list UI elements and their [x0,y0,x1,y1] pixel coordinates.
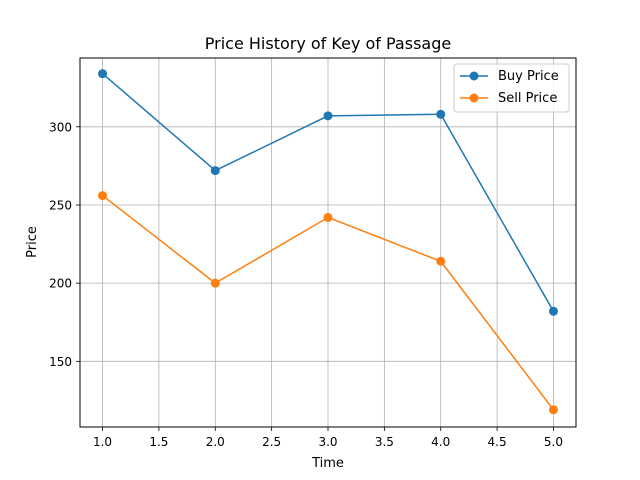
y-tick-label: 300 [49,120,72,134]
x-tick-label: 1.0 [93,435,112,449]
data-point-buy-price [323,111,333,121]
chart-title: Price History of Key of Passage [205,34,451,53]
y-tick-label: 250 [49,198,72,212]
legend-label-sell-price: Sell Price [498,91,557,106]
data-point-buy-price [548,306,558,316]
legend-marker-sell-price [469,93,479,103]
legend: Buy Price Sell Price [453,63,570,113]
x-tick-label: 1.5 [149,435,168,449]
x-tick-label: 3.0 [318,435,337,449]
y-tick-label: 150 [49,355,72,369]
data-point-sell-price [98,191,108,201]
tick-layer: 1.0 1.5 2.0 2.5 3.0 3.5 4.0 4.5 5.0 150 200 250 300 [49,120,563,449]
data-point-sell-price [210,278,220,288]
x-axis-label: Time [311,456,344,471]
x-tick-label: 5.0 [544,435,563,449]
data-point-buy-price [436,109,446,119]
y-tick-label: 200 [49,277,72,291]
x-tick-label: 2.5 [262,435,281,449]
legend-marker-buy-price [469,71,479,81]
legend-label-buy-price: Buy Price [498,69,559,84]
x-tick-label: 4.0 [431,435,450,449]
data-point-sell-price [436,256,446,266]
x-tick-label: 3.5 [375,435,394,449]
series-layer [98,69,558,415]
x-tick-label: 4.5 [488,435,507,449]
data-point-sell-price [323,212,333,222]
data-point-sell-price [548,405,558,415]
grid [80,58,576,427]
data-point-buy-price [210,166,220,176]
x-tick-label: 2.0 [206,435,225,449]
data-point-buy-price [98,69,108,79]
y-axis-label: Price [25,226,40,258]
